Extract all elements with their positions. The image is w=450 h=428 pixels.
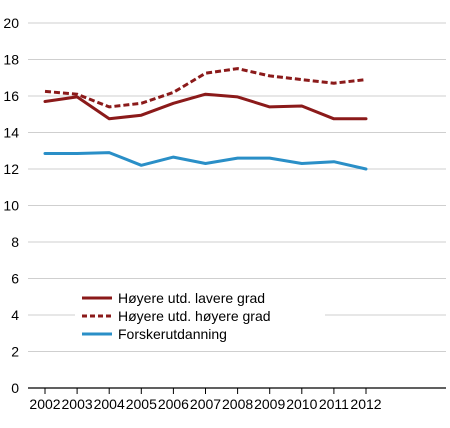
y-tick-label: 20 (3, 15, 19, 31)
legend-label-lavere-grad: Høyere utd. lavere grad (118, 290, 265, 306)
x-tick-label: 2009 (254, 396, 285, 412)
y-tick-label: 14 (3, 125, 19, 141)
legend: Høyere utd. lavere grad Høyere utd. høye… (75, 287, 325, 349)
y-tick-label: 10 (3, 198, 19, 214)
x-tick-label: 2006 (158, 396, 189, 412)
series-lines (43, 67, 368, 171)
y-tick-label: 12 (3, 161, 19, 177)
y-tick-label: 16 (3, 88, 19, 104)
x-tick-label: 2007 (190, 396, 221, 412)
x-tick-label: 2008 (222, 396, 253, 412)
series-line-1 (44, 67, 367, 109)
series-line-2 (43, 151, 368, 171)
y-tick-label: 6 (11, 271, 19, 287)
legend-label-hoyere-grad: Høyere utd. høyere grad (118, 308, 271, 324)
x-tick-label: 2003 (62, 396, 93, 412)
legend-label-forskerutdanning: Forskerutdanning (118, 326, 227, 342)
y-tick-label: 8 (11, 234, 19, 250)
y-tick-label: 4 (11, 307, 19, 323)
y-tick-label: 2 (11, 344, 19, 360)
x-tick-label: 2002 (29, 396, 60, 412)
x-tick-label: 2005 (126, 396, 157, 412)
series-line-0 (43, 92, 368, 121)
legend-background (75, 287, 325, 349)
y-tick-label: 18 (3, 52, 19, 68)
x-tick-label: 2010 (286, 396, 317, 412)
x-tick-label: 2004 (94, 396, 125, 412)
x-tick-label: 2011 (319, 396, 349, 412)
x-tick-label: 2012 (350, 396, 381, 412)
y-tick-label: 0 (11, 380, 19, 396)
